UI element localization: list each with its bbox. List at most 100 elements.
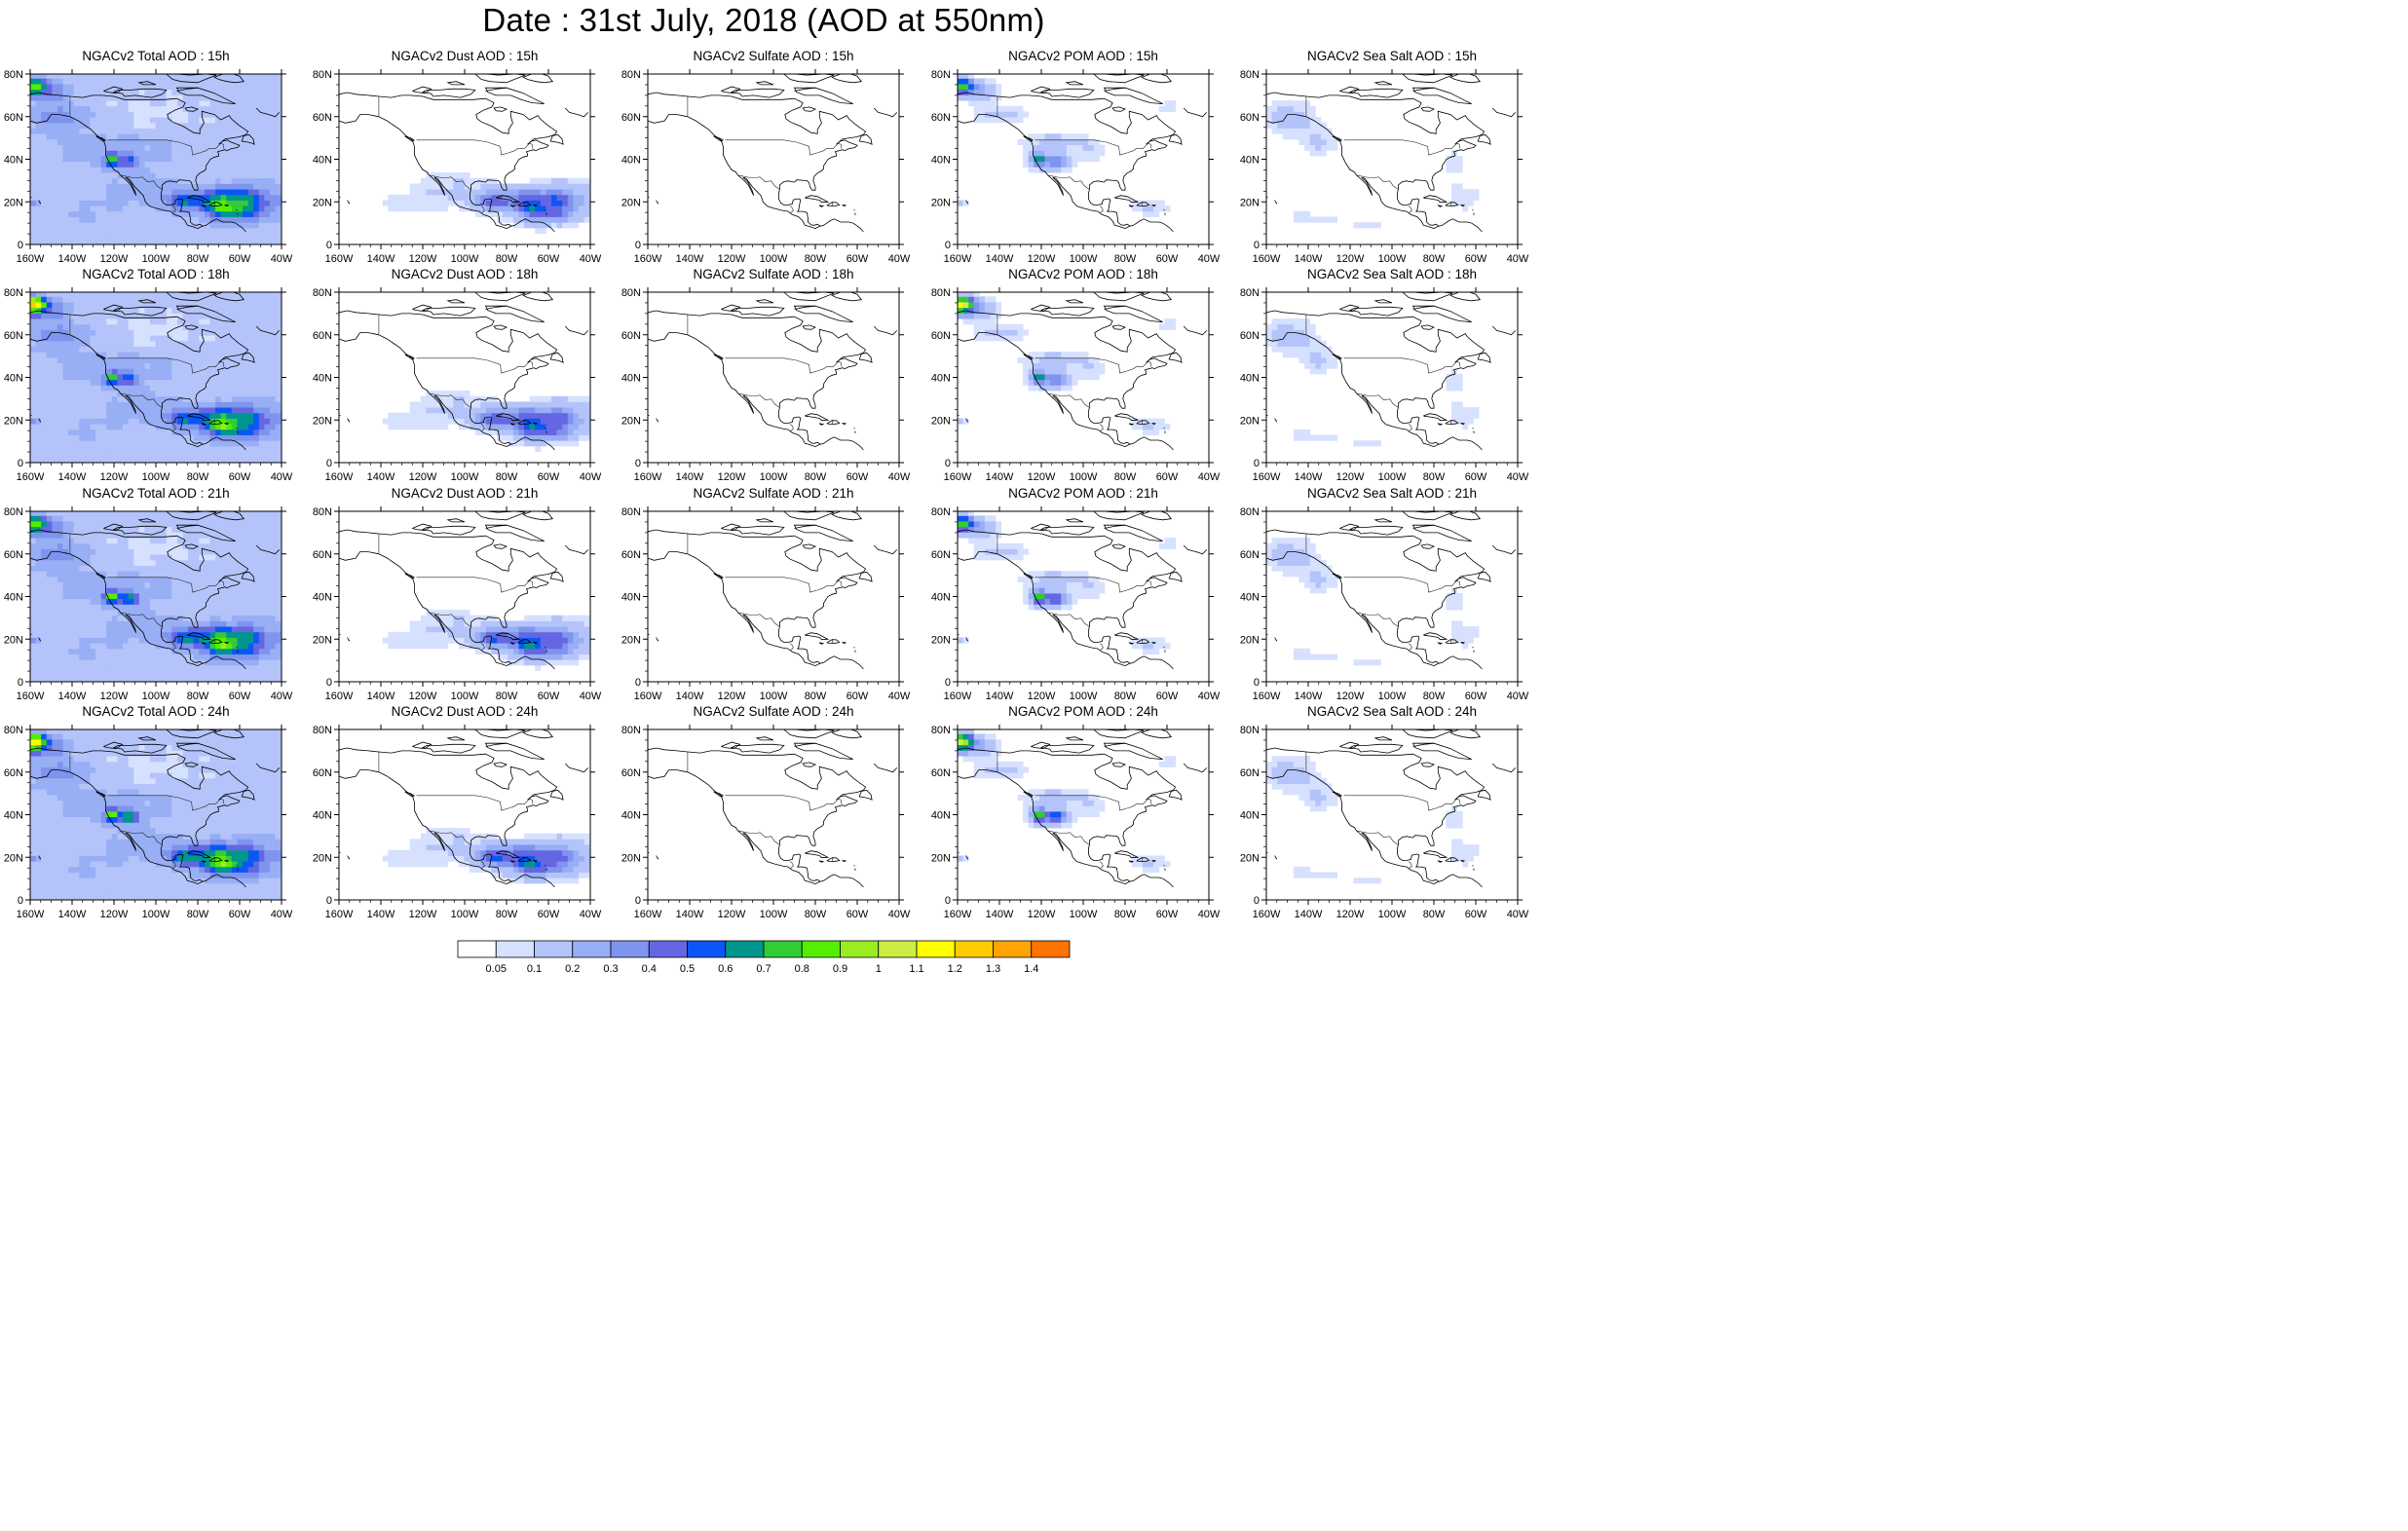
aod-cell xyxy=(253,307,260,314)
aod-cell xyxy=(41,356,48,364)
aod-cell xyxy=(990,117,997,124)
aod-cell xyxy=(155,150,162,157)
aod-cell xyxy=(106,227,113,235)
aod-cell xyxy=(1061,150,1068,157)
aod-cell xyxy=(166,368,172,375)
aod-cell xyxy=(220,374,227,381)
aod-cell xyxy=(56,205,63,212)
aod-cell xyxy=(106,457,113,464)
aod-cell xyxy=(52,194,58,201)
aod-cell xyxy=(90,391,96,397)
aod-cell xyxy=(188,292,195,297)
aod-cell xyxy=(161,352,168,358)
aod-cell xyxy=(182,89,189,95)
aod-cell xyxy=(46,239,53,245)
x-tick-label: 40W xyxy=(271,471,293,483)
coastline xyxy=(208,202,223,207)
aod-cell xyxy=(215,138,222,146)
coastline xyxy=(826,202,841,207)
aod-cell xyxy=(204,318,210,325)
aod-cell xyxy=(231,150,238,157)
aod-cell xyxy=(258,100,265,107)
aod-cell xyxy=(551,200,557,206)
aod-cell xyxy=(247,177,254,184)
aod-cell xyxy=(166,323,172,330)
aod-cell xyxy=(546,407,552,414)
aod-cell xyxy=(193,379,200,386)
aod-cell xyxy=(62,189,69,196)
aod-cell xyxy=(215,205,222,212)
aod-cell xyxy=(269,227,276,235)
aod-cell xyxy=(269,429,276,435)
aod-cell xyxy=(117,434,124,441)
aod-cell xyxy=(62,412,69,419)
coastline xyxy=(175,87,236,104)
aod-cell xyxy=(166,94,172,101)
aod-cell xyxy=(512,412,519,419)
aod-cell xyxy=(161,133,168,140)
aod-cell xyxy=(567,440,574,447)
aod-cell xyxy=(155,200,162,206)
aod-cell xyxy=(199,391,206,397)
aod-cell xyxy=(231,457,238,464)
aod-cell xyxy=(52,227,58,235)
aod-cell xyxy=(226,352,233,358)
aod-cell xyxy=(583,407,590,414)
aod-cell xyxy=(215,210,222,217)
aod-cell xyxy=(226,292,233,297)
aod-cell xyxy=(1082,362,1089,369)
aod-cell xyxy=(144,111,151,118)
aod-cell xyxy=(209,434,216,441)
aod-cell xyxy=(90,407,96,414)
aod-cell xyxy=(90,161,96,168)
aod-cell xyxy=(176,407,183,414)
aod-cell xyxy=(117,133,124,140)
aod-cell xyxy=(35,385,42,392)
aod-cell xyxy=(247,385,254,392)
aod-cell xyxy=(128,150,134,157)
aod-cell xyxy=(133,144,140,151)
aod-cell xyxy=(264,189,271,196)
aod-cell xyxy=(117,205,124,212)
country-border xyxy=(831,202,834,206)
aod-cell xyxy=(243,233,248,240)
y-tick-label: 60N xyxy=(1240,112,1260,124)
aod-cell xyxy=(247,74,254,79)
aod-cell xyxy=(1298,323,1305,330)
coastline xyxy=(1423,195,1449,204)
aod-cell xyxy=(46,434,53,441)
aod-cell xyxy=(1326,352,1333,358)
aod-cell xyxy=(138,379,145,386)
aod-cell xyxy=(199,89,206,95)
aod-cell xyxy=(524,189,531,196)
aod-cell xyxy=(990,111,997,118)
aod-cell xyxy=(1099,150,1106,157)
aod-cell xyxy=(182,74,189,79)
aod-cell xyxy=(215,183,222,190)
aod-cell xyxy=(583,401,590,408)
aod-cell xyxy=(453,189,460,196)
aod-cell xyxy=(161,385,168,392)
aod-cell xyxy=(220,434,227,441)
aod-field xyxy=(1266,100,1480,229)
aod-cell xyxy=(1023,161,1030,168)
aod-cell xyxy=(41,292,48,297)
aod-cell xyxy=(220,111,227,118)
aod-cell xyxy=(573,222,580,229)
aod-cell xyxy=(68,122,75,129)
aod-cell xyxy=(237,329,244,336)
aod-cell xyxy=(253,356,260,364)
aod-cell xyxy=(962,292,969,297)
aod-cell xyxy=(453,194,460,201)
aod-cell xyxy=(562,407,569,414)
aod-cell xyxy=(1023,329,1030,336)
aod-cell xyxy=(237,205,244,212)
aod-cell xyxy=(30,313,36,319)
aod-cell xyxy=(1023,156,1030,163)
aod-cell xyxy=(512,194,519,201)
aod-cell xyxy=(56,150,63,157)
aod-cell xyxy=(188,84,195,91)
aod-cell xyxy=(68,407,75,414)
aod-cell xyxy=(193,434,200,441)
aod-cell xyxy=(247,451,254,458)
